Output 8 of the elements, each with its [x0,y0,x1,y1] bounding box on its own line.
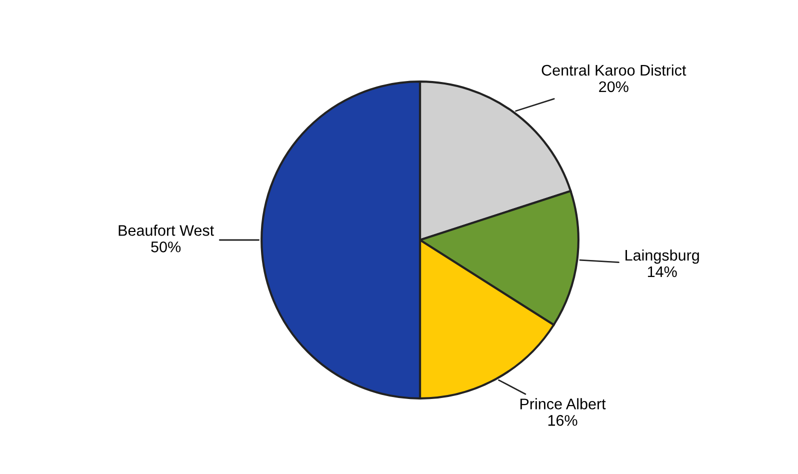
data-label: 20% [599,81,628,92]
slice-label: Laingsburg [626,249,699,264]
slice-label: Prince Albert [520,398,606,410]
slice-label: Beaufort West [118,224,214,236]
data-label: 50% [151,242,181,252]
data-label: 14% [648,266,677,278]
slice-label: Central Karoo District [542,64,686,76]
data-label: 16% [548,415,578,426]
